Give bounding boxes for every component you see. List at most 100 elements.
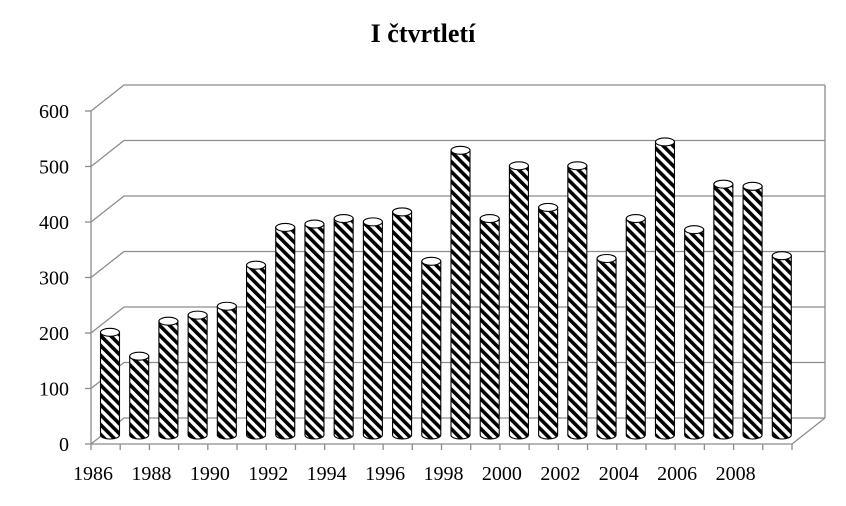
- bar-body: [158, 320, 179, 440]
- bar-top: [304, 219, 325, 229]
- bar-top: [713, 179, 734, 189]
- bars: [99, 137, 792, 440]
- bar-top: [275, 222, 296, 232]
- x-tick-label: 1998: [424, 463, 464, 485]
- bar-body: [304, 223, 325, 440]
- bar-body: [421, 260, 442, 440]
- bar-body: [129, 355, 150, 440]
- bar-body: [333, 218, 354, 440]
- bar-body: [538, 206, 559, 440]
- bar-body: [187, 314, 208, 440]
- bar-top: [129, 351, 150, 361]
- bar-top: [392, 207, 413, 217]
- bar-body: [450, 149, 471, 440]
- x-tick-label: 1990: [190, 463, 230, 485]
- bar-top: [596, 253, 617, 264]
- bar-body: [771, 255, 792, 440]
- bar: [508, 161, 529, 440]
- bar-top: [508, 161, 529, 171]
- bar-body: [99, 331, 121, 440]
- bar-body: [742, 185, 763, 440]
- bar: [362, 217, 383, 440]
- bar: [421, 256, 442, 440]
- bar: [771, 251, 792, 440]
- x-tick-label: 1988: [131, 463, 171, 485]
- bar: [567, 161, 588, 440]
- y-tick-label: 200: [39, 323, 69, 345]
- bar: [713, 179, 734, 440]
- x-tick-label: 2008: [716, 463, 756, 485]
- grid-line: [90, 139, 825, 168]
- bar-body: [596, 257, 617, 440]
- bar: [684, 225, 705, 440]
- axes: [85, 85, 826, 450]
- bar-body: [216, 305, 237, 440]
- bar-body: [275, 226, 296, 440]
- x-tick-label: 2004: [599, 463, 639, 485]
- bar-top: [625, 214, 646, 224]
- bar: [538, 202, 559, 440]
- bar-top: [99, 327, 121, 337]
- y-tick-label: 100: [39, 379, 69, 401]
- x-tick-label: 1992: [248, 463, 288, 485]
- grid-line: [90, 84, 825, 112]
- x-tick-label: 1996: [365, 463, 405, 485]
- x-axis-tick-labels: 1986 1988 1990 1992 1994 1996 1998 2000 2002 2004…: [73, 463, 756, 485]
- bar-body: [567, 165, 588, 440]
- bar-top: [742, 181, 763, 191]
- bar-body: [508, 165, 529, 440]
- bar-body: [654, 141, 676, 440]
- x-tick-label: 1994: [307, 463, 347, 485]
- bar-top: [421, 256, 442, 266]
- bar: [654, 137, 676, 440]
- x-tick-label: 1986: [73, 463, 113, 485]
- bar-body: [684, 229, 705, 440]
- bar: [245, 260, 267, 440]
- bar: [304, 219, 325, 440]
- y-tick-label: 300: [39, 268, 69, 290]
- bar: [479, 214, 500, 440]
- bar-body: [362, 221, 383, 440]
- bar-top: [684, 225, 705, 235]
- bar-body: [713, 183, 734, 440]
- y-tick-label: 0: [59, 434, 69, 456]
- y-tick-label: 500: [39, 157, 69, 179]
- bar-top: [654, 137, 676, 147]
- bar-top: [245, 260, 267, 270]
- bar-top: [771, 251, 792, 261]
- bar-top: [479, 214, 500, 224]
- y-tick-label: 400: [39, 212, 69, 234]
- bar: [742, 181, 763, 440]
- y-axis-tick-labels: 0 100 200 300 400 500 600: [39, 101, 69, 456]
- y-tick-label: 600: [39, 101, 69, 123]
- bar: [216, 301, 237, 440]
- bar-top: [216, 301, 237, 311]
- x-tick-label: 2000: [482, 463, 522, 485]
- bar-body: [625, 218, 646, 440]
- bar-top: [567, 161, 588, 171]
- bar-body: [245, 264, 267, 440]
- chart-title: I čtvrtletí: [371, 19, 476, 48]
- bar: [392, 207, 413, 440]
- bar-body: [479, 218, 500, 440]
- grid-line: [90, 250, 825, 279]
- x-tick-label: 2002: [540, 463, 580, 485]
- bar-top: [187, 310, 208, 320]
- bar-top: [333, 214, 354, 224]
- bar: [275, 222, 296, 440]
- bar: [450, 145, 471, 440]
- bar: [333, 214, 354, 440]
- bar: [596, 253, 617, 440]
- bar: [625, 214, 646, 440]
- grid-line: [90, 195, 825, 223]
- bar-top: [158, 316, 179, 326]
- bar: [99, 327, 121, 440]
- bar: [187, 310, 208, 440]
- bar-top: [362, 217, 383, 227]
- bar: [129, 351, 150, 440]
- bar-top: [538, 202, 559, 212]
- bar-top: [450, 145, 471, 155]
- bar-body: [392, 211, 413, 440]
- grid-line: [90, 306, 825, 334]
